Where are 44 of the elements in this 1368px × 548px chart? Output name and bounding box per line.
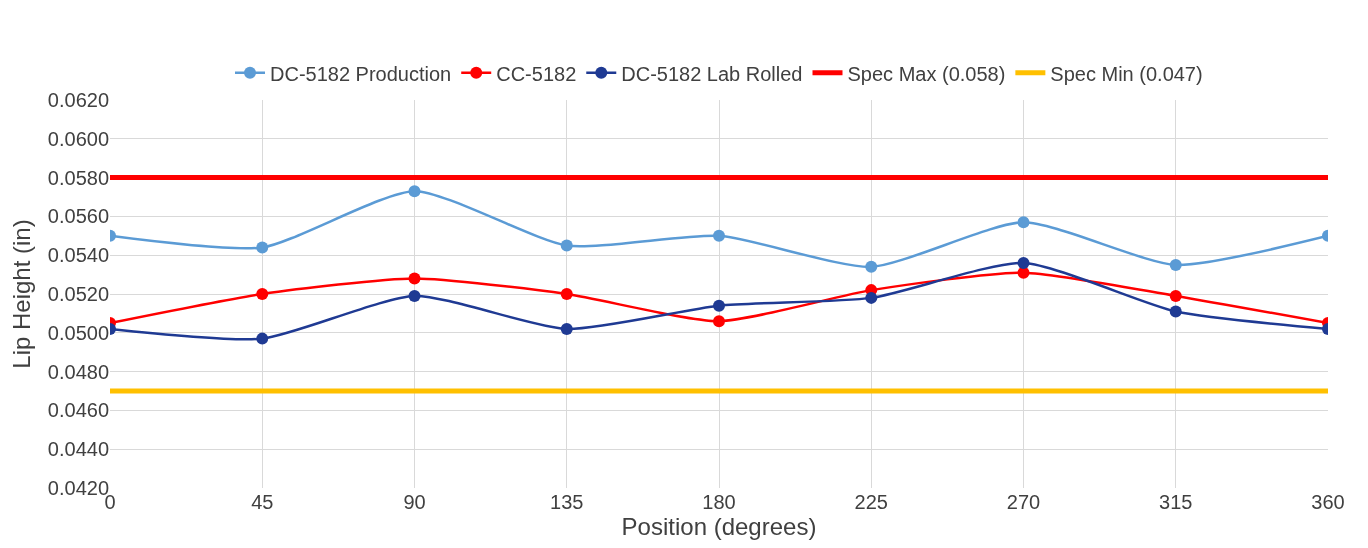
point [560, 288, 573, 300]
point [1169, 305, 1182, 318]
x-axis-title: Position (degrees) [621, 513, 817, 540]
legend-label: CC-5182 [496, 62, 577, 85]
point [256, 241, 269, 254]
x-tick-label: 45 [251, 491, 274, 513]
point [1169, 289, 1182, 302]
point [560, 239, 573, 252]
point [1169, 258, 1182, 271]
x-tick-label: 360 [1311, 491, 1345, 513]
point [1017, 256, 1030, 269]
point [256, 332, 269, 345]
y-tick-label: 0.0560 [47, 205, 109, 228]
point [256, 288, 269, 300]
point [408, 272, 421, 285]
point [865, 260, 878, 273]
y-tick-label: 0.0600 [47, 127, 109, 150]
legend-label: DC-5182 Production [270, 62, 452, 85]
point [865, 291, 878, 304]
y-tick-label: 0.0480 [47, 360, 109, 383]
point [713, 229, 725, 242]
y-tick-label: 0.0580 [47, 166, 109, 189]
y-tick-label: 0.0460 [47, 399, 109, 422]
legend-label: DC-5182 Lab Rolled [621, 62, 803, 85]
legend-label: Spec Max (0.058) [847, 62, 1006, 85]
point [1017, 216, 1030, 229]
point [408, 185, 421, 198]
x-tick-label: 90 [403, 491, 426, 513]
y-tick-label: 0.0620 [47, 89, 109, 111]
point [713, 315, 725, 328]
point [560, 322, 573, 335]
x-tick-label: 180 [702, 491, 736, 513]
point [408, 289, 421, 302]
y-axis-title: Lip Height (in) [7, 219, 35, 369]
y-tick-label: 0.0500 [47, 321, 109, 344]
y-tick-label: 0.0540 [47, 244, 109, 267]
x-tick-label: 270 [1006, 491, 1041, 513]
y-tick-label: 0.0520 [47, 283, 109, 305]
x-tick-label: 135 [550, 491, 584, 513]
x-tick-label: 225 [854, 491, 888, 513]
legend-label: Spec Min (0.047) [1050, 62, 1203, 85]
point [713, 299, 725, 312]
x-tick-label: 315 [1159, 491, 1193, 513]
y-tick-label: 0.0440 [47, 438, 109, 461]
